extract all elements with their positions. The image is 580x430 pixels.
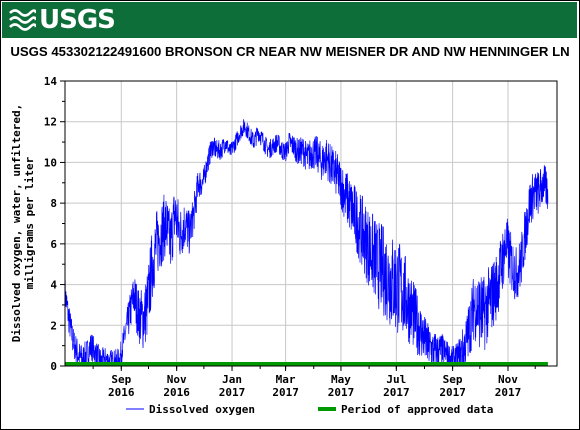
- x-tick-label-month: May: [331, 373, 351, 386]
- usgs-wave-icon: [9, 9, 36, 31]
- x-tick-label-month: Mar: [276, 373, 296, 386]
- x-tick-label-year: 2017: [383, 386, 410, 399]
- y-tick-label: 6: [50, 238, 57, 251]
- y-tick-label: 2: [50, 319, 57, 332]
- series-layer: [64, 119, 549, 366]
- y-tick-label: 4: [50, 279, 57, 292]
- series-line-dissolved-oxygen: [64, 119, 549, 366]
- x-tick-label-month: Jan: [222, 373, 242, 386]
- x-tick-label-month: Nov: [498, 373, 518, 386]
- y-tick-label: 10: [44, 156, 57, 169]
- y-tick-label: 0: [50, 360, 57, 373]
- y-tick-label: 8: [50, 197, 57, 210]
- x-tick-label-year: 2016: [108, 386, 135, 399]
- legend-label-dissolved-oxygen: Dissolved oxygen: [149, 403, 255, 416]
- x-tick-label-year: 2016: [163, 386, 190, 399]
- legend: Dissolved oxygen Period of approved data: [126, 403, 493, 416]
- y-axis-label-line-2: milligrams per liter: [23, 156, 36, 289]
- y-tick-label: 14: [44, 75, 58, 88]
- chart-title: USGS 453302122491600 BRONSON CR NEAR NW …: [10, 44, 570, 59]
- y-tick-label: 12: [44, 116, 57, 129]
- x-tick-label-month: Sep: [443, 373, 463, 386]
- x-axis: Sep2016Nov2016Jan2017Mar2017May2017Jul20…: [92, 366, 536, 399]
- y-axis-label-line-1: Dissolved oxygen, water, unfiltered,: [10, 104, 23, 342]
- usgs-logo[interactable]: USGS: [8, 5, 116, 35]
- x-tick-label-month: Sep: [111, 373, 131, 386]
- usgs-logo-text: USGS: [39, 5, 116, 35]
- legend-label-approved: Period of approved data: [341, 403, 493, 416]
- x-tick-label-month: Nov: [167, 373, 187, 386]
- x-tick-label-year: 2017: [439, 386, 466, 399]
- y-axis: 0 2 4 6 8 10 12 14: [44, 75, 65, 373]
- x-tick-label-year: 2017: [328, 386, 355, 399]
- x-tick-label-year: 2017: [219, 386, 246, 399]
- usgs-banner: USGS: [2, 2, 577, 38]
- x-tick-label-month: Jul: [386, 373, 406, 386]
- x-tick-label-year: 2017: [495, 386, 522, 399]
- x-tick-label-year: 2017: [272, 386, 299, 399]
